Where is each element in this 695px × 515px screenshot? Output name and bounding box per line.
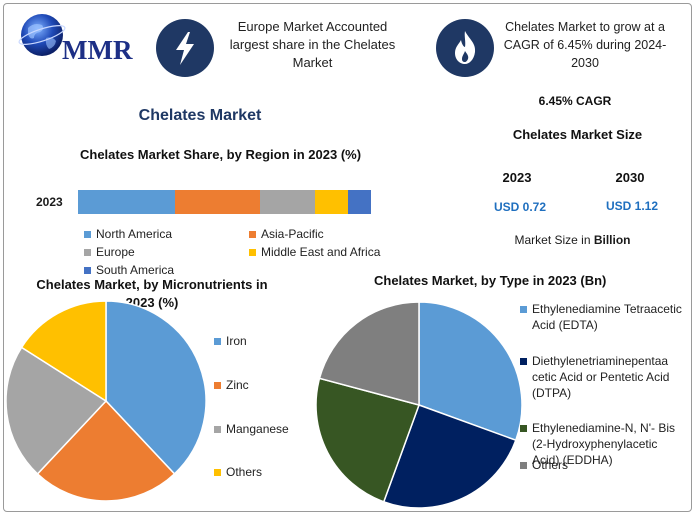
legend-label: Middle East and Africa bbox=[261, 245, 381, 259]
legend-swatch bbox=[520, 357, 527, 365]
region-stacked-bar bbox=[78, 190, 371, 214]
legend-item-zinc: Zinc bbox=[214, 377, 249, 393]
legend-label: Manganese bbox=[226, 422, 289, 436]
legend-item-diethylenetriaminepentaacetic-acid-or-pentetic-acid-dtpa: Diethylenetriaminepentaa cetic Acid or P… bbox=[520, 353, 685, 401]
legend-item-ethylenediamine-tetraacetic-acid-edta: Ethylenediamine Tetraacetic Acid (EDTA) bbox=[520, 301, 685, 333]
infographic-frame bbox=[3, 3, 692, 512]
legend-item-others: Others bbox=[520, 457, 568, 473]
pie-slice-ethylenediamine-tetraacetic-acid-edta bbox=[418, 301, 523, 442]
legend-swatch bbox=[520, 305, 527, 313]
legend-swatch bbox=[84, 266, 91, 274]
legend-swatch bbox=[249, 230, 256, 238]
brand-logo-text: MMR bbox=[62, 35, 133, 65]
legend-item-south-america: South America bbox=[84, 263, 174, 277]
legend-swatch bbox=[249, 248, 256, 256]
region-chart-title: Chelates Market Share, by Region in 2023… bbox=[80, 147, 362, 162]
legend-item-north-america: North America bbox=[84, 227, 172, 241]
legend-swatch bbox=[214, 425, 221, 433]
pie-slice-others bbox=[20, 300, 107, 403]
bar-segment-south-america bbox=[347, 190, 371, 214]
legend-swatch bbox=[84, 230, 91, 238]
type-chart-title: Chelates Market, by Type in 2023 (Bn) bbox=[374, 273, 607, 288]
micronutrients-pie bbox=[5, 300, 207, 502]
market-size-note-unit: Billion bbox=[593, 233, 631, 247]
legend-label: Diethylenetriaminepentaa cetic Acid or P… bbox=[532, 354, 670, 400]
bar-segment-asia-pacific bbox=[174, 190, 260, 214]
legend-swatch bbox=[214, 337, 221, 345]
pie-slice-zinc bbox=[36, 399, 176, 502]
pie-slice-manganese bbox=[5, 346, 108, 475]
bar-category-label: 2023 bbox=[36, 195, 63, 209]
type-legend: Ethylenediamine Tetraacetic Acid (EDTA) D… bbox=[520, 301, 685, 481]
legend-swatch bbox=[84, 248, 91, 256]
legend-item-others: Others bbox=[214, 464, 262, 480]
legend-item-europe: Europe bbox=[84, 245, 135, 259]
legend-label: Asia-Pacific bbox=[261, 227, 324, 241]
legend-label: Others bbox=[532, 458, 569, 472]
legend-label: South America bbox=[96, 263, 175, 277]
bar-segment-europe bbox=[259, 190, 316, 214]
headline-right: Chelates Market to grow at a CAGR of 6.4… bbox=[503, 20, 667, 70]
pie-slice-ethylenediamine-n-n-bis-2-hydroxyphenylacetic-acid-eddha bbox=[315, 377, 420, 503]
legend-item-ethylenediamine-n-n-bis-2-hydroxyphenylacetic-acid-eddha: Ethylenediamine-N, N'- Bis (2-Hydroxyphe… bbox=[520, 420, 685, 468]
page-title: Chelates Market bbox=[138, 107, 262, 124]
legend-item-middle-east-and-africa: Middle East and Africa bbox=[249, 245, 380, 259]
legend-swatch bbox=[214, 381, 221, 389]
legend-label: Zinc bbox=[226, 378, 249, 392]
legend-item-manganese: Manganese bbox=[214, 421, 289, 437]
pie-slice-iron bbox=[105, 300, 207, 475]
type-pie bbox=[315, 301, 523, 509]
legend-swatch bbox=[214, 468, 221, 476]
legend-label: Ethylenediamine-N, N'- Bis (2-Hydroxyphe… bbox=[532, 421, 676, 467]
lightning-icon bbox=[156, 19, 214, 77]
flame-icon bbox=[436, 19, 494, 77]
micronutrients-legend: Iron Zinc Manganese Others bbox=[214, 333, 334, 483]
headline-left: Europe Market Accounted largest share in… bbox=[229, 19, 396, 70]
value-2030: USD 1.12 bbox=[605, 199, 659, 213]
bar-segment-middle-east-and-africa bbox=[315, 190, 348, 214]
pie-slice-others bbox=[318, 301, 420, 406]
market-size-note: Market Size in Billion bbox=[490, 233, 655, 247]
year-2023-label: 2023 bbox=[502, 170, 532, 185]
legend-item-asia-pacific: Asia-Pacific bbox=[249, 227, 324, 241]
market-size-title: Chelates Market Size bbox=[512, 127, 643, 142]
legend-label: Europe bbox=[96, 245, 135, 259]
bar-segment-north-america bbox=[78, 190, 175, 214]
legend-item-iron: Iron bbox=[214, 333, 247, 349]
legend-label: Iron bbox=[226, 334, 247, 348]
cagr-label: 6.45% CAGR bbox=[538, 94, 612, 108]
legend-swatch bbox=[520, 461, 527, 469]
pie-slice-diethylenetriaminepentaacetic-acid-or-pentetic-acid-dtpa bbox=[382, 404, 517, 509]
legend-label: Ethylenediamine Tetraacetic Acid (EDTA) bbox=[532, 302, 682, 332]
globe-icon bbox=[18, 14, 66, 56]
legend-label: Others bbox=[226, 465, 263, 479]
year-2030-label: 2030 bbox=[615, 170, 645, 185]
market-size-note-prefix: Market Size in bbox=[514, 233, 594, 247]
value-2023: USD 0.72 bbox=[493, 200, 547, 214]
region-legend: North America Asia-Pacific Europe Middle Ea… bbox=[84, 227, 414, 277]
legend-label: North America bbox=[96, 227, 173, 241]
legend-swatch bbox=[520, 424, 527, 432]
